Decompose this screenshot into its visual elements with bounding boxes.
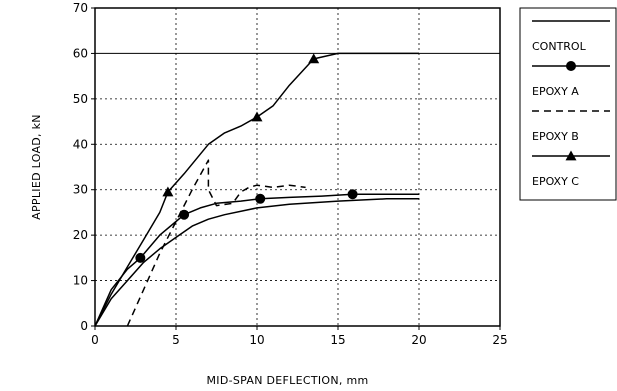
y-tick-label: 0: [80, 319, 88, 333]
y-tick-label: 70: [73, 1, 88, 15]
grid-lines: [95, 8, 500, 326]
y-tick-label: 40: [73, 137, 88, 151]
plot-frame: [94, 7, 501, 327]
y-tick-label: 60: [73, 46, 88, 60]
data-point-epoxy-a: [347, 189, 358, 200]
legend-label: EPOXY C: [532, 175, 579, 188]
y-tick-label: 20: [73, 228, 88, 242]
y-axis-title: APPLIED LOAD, kN: [30, 114, 43, 220]
series-line-epoxy-c: [94, 52, 419, 327]
legend-label: EPOXY A: [532, 85, 579, 98]
x-tick-label: 20: [411, 333, 426, 347]
x-tick-label: 15: [330, 333, 345, 347]
data-point-epoxy-c: [162, 186, 174, 197]
x-axis-title: MID-SPAN DEFLECTION, mm: [206, 374, 368, 387]
legend: CONTROL EPOXY A EPOXY B EPOXY C: [519, 7, 617, 201]
x-tick-label: 10: [249, 333, 264, 347]
legend-label: EPOXY B: [532, 130, 579, 143]
series-lines: [94, 52, 419, 327]
y-tick-label: 50: [73, 92, 88, 106]
legend-label: CONTROL: [532, 40, 587, 53]
data-point-epoxy-a: [255, 193, 266, 204]
legend-box: [519, 7, 617, 201]
y-tick-label: 10: [73, 274, 88, 288]
legend-marker-epoxy-c: [565, 150, 577, 161]
x-tick-label: 5: [172, 333, 180, 347]
legend-marker-epoxy-a: [566, 61, 576, 71]
data-point-epoxy-a: [179, 209, 190, 220]
data-point-epoxy-c: [308, 53, 320, 64]
series-line-control: [94, 198, 419, 327]
x-tick-label: 0: [91, 333, 99, 347]
series-line-epoxy-a: [94, 193, 419, 327]
data-point-epoxy-a: [135, 252, 146, 263]
x-tick-label: 25: [492, 333, 507, 347]
series-markers: [135, 53, 358, 263]
axis-ticks: 0 5 10 15 20 25 0 10 20 30 40 50 60 70: [73, 1, 508, 347]
data-point-epoxy-c: [251, 111, 263, 122]
series-line-epoxy-b: [126, 159, 306, 327]
y-tick-label: 30: [73, 183, 88, 197]
